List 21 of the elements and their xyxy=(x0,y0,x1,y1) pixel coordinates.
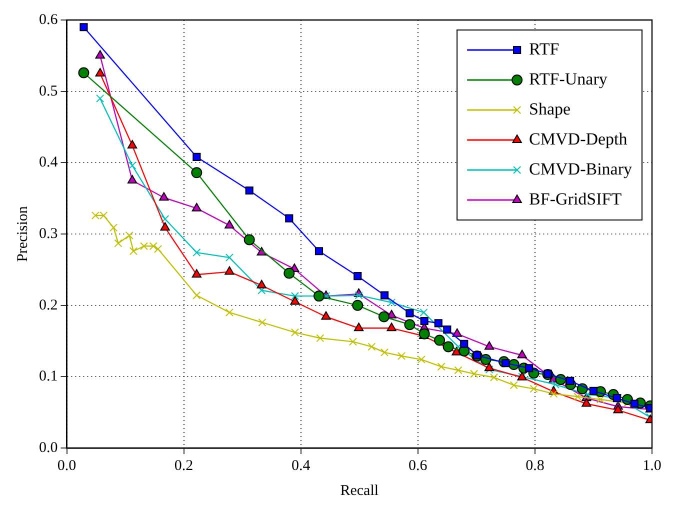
legend-label: RTF-Unary xyxy=(529,69,608,88)
legend-label: CMVD-Depth xyxy=(529,129,628,148)
y-tick-label: 0.2 xyxy=(39,297,58,314)
legend-label: BF-GridSIFT xyxy=(529,189,622,208)
y-tick-label: 0.0 xyxy=(39,440,58,456)
legend-label: CMVD-Binary xyxy=(529,159,632,178)
y-tick-label: 0.5 xyxy=(39,83,58,100)
legend-label: Shape xyxy=(529,99,571,118)
x-tick-label: 0.8 xyxy=(526,458,544,474)
x-tick-label: 0.4 xyxy=(291,458,311,474)
x-tick-label: 0.0 xyxy=(57,458,76,474)
x-axis-title: Recall xyxy=(340,482,379,499)
y-tick-label: 0.3 xyxy=(39,226,58,242)
y-tick-label: 0.4 xyxy=(39,154,58,171)
x-tick-label: 1.0 xyxy=(642,458,662,474)
x-tick-label: 0.2 xyxy=(174,458,194,474)
y-tick-label: 0.1 xyxy=(39,368,58,385)
y-axis-title: Precision xyxy=(14,206,31,262)
x-tick-label: 0.6 xyxy=(408,458,428,474)
legend-label: RTF xyxy=(529,39,560,58)
y-tick-label: 0.6 xyxy=(39,12,58,28)
